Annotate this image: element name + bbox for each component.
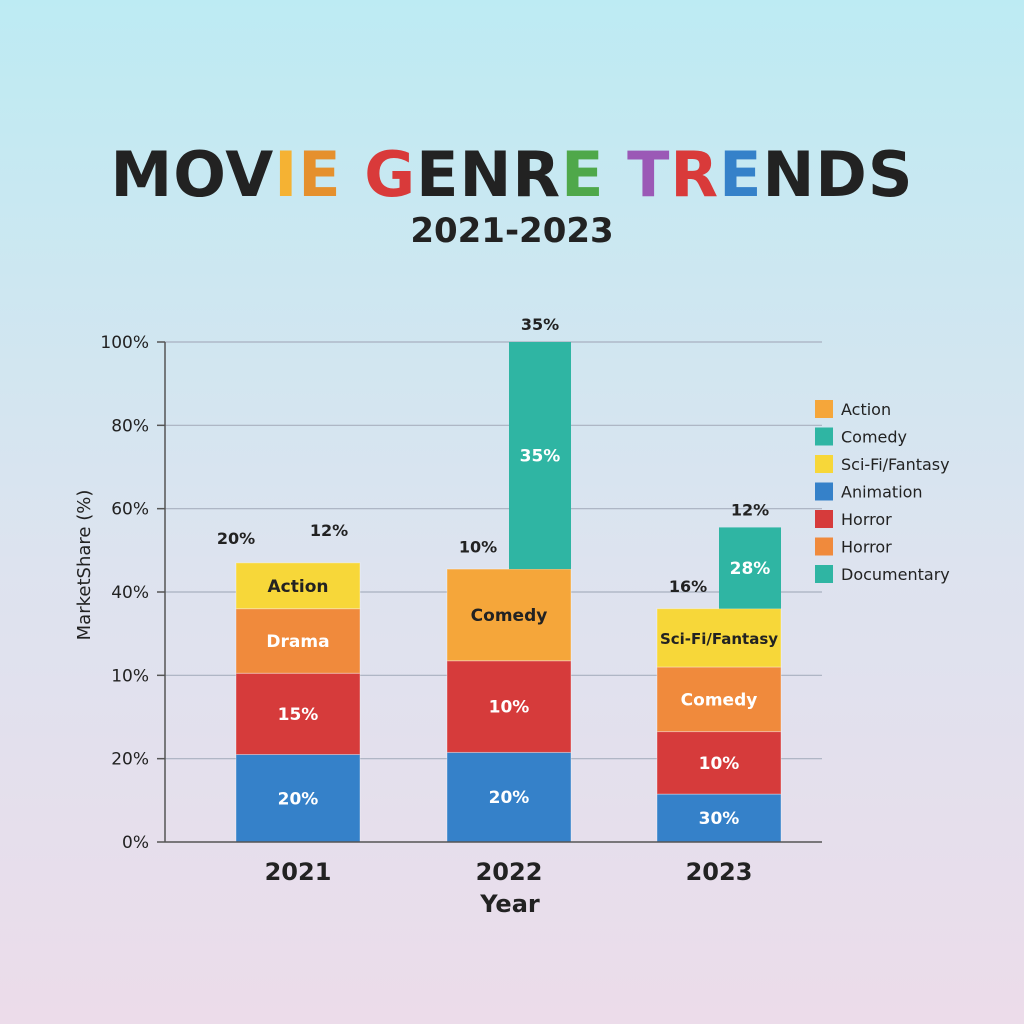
bar-extra-segment-label: 35% — [520, 447, 561, 467]
legend-swatch — [815, 537, 833, 556]
bar-segment-label: Comedy — [471, 606, 548, 626]
bar-top-annotation: 12% — [310, 521, 348, 540]
bar-segment — [656, 608, 782, 668]
bar-segment-label: Sci-Fi/Fantasy — [660, 630, 778, 648]
bar-segment-label: 15% — [278, 705, 319, 725]
legend: Action Comedy Sci-Fi/Fantasy Animation Horro… — [815, 400, 950, 584]
y-axis-ticks: 0% 20% 10% 40% 60% 80% 100% — [100, 333, 165, 853]
x-tick-label: 2021 — [265, 858, 332, 886]
legend-swatch — [815, 482, 833, 501]
x-tick-label: 2023 — [686, 858, 753, 886]
bar-top-annotation: 35% — [521, 315, 559, 334]
y-tick-label: 60% — [111, 500, 149, 520]
bar-segment-label: Drama — [266, 632, 329, 652]
y-axis-label: MarketShare (%) — [74, 490, 95, 641]
legend-label: Action — [841, 400, 891, 419]
bar-segment — [235, 562, 361, 610]
bar-top-annotation: 20% — [217, 529, 255, 548]
y-tick-label: 20% — [111, 750, 149, 770]
bar-segment — [235, 754, 361, 843]
legend-swatch — [815, 565, 833, 583]
bar-top-annotation: 16% — [669, 577, 707, 596]
bar-segment-label: 10% — [489, 698, 530, 718]
bars: 20% 15% Drama Action 20% 12% 20% 10% Comedy 35% 35… — [217, 315, 782, 843]
bar-segment-label: 10% — [699, 754, 740, 774]
bar-stack-2021: 20% 15% Drama Action 20% 12% — [217, 521, 361, 843]
y-tick-label: 10% — [111, 666, 149, 686]
legend-swatch — [815, 455, 833, 473]
chart-title-text: MOVIE GENRE TRENDS — [110, 138, 913, 211]
bar-segment-label: 30% — [699, 809, 740, 829]
y-tick-label: 100% — [100, 333, 149, 353]
legend-label: Comedy — [841, 428, 907, 447]
legend-label: Documentary — [841, 565, 950, 584]
bar-segment — [446, 751, 572, 843]
bar-segment-label: Action — [268, 577, 329, 597]
bar-top-annotation: 10% — [459, 537, 497, 556]
bar-segment — [235, 672, 361, 755]
bar-segment-label: 20% — [278, 789, 319, 809]
x-axis-label: Year — [479, 890, 540, 918]
legend-label: Sci-Fi/Fantasy — [841, 455, 950, 474]
bar-segment — [235, 608, 361, 674]
chart-subtitle: 2021-2023 — [410, 211, 613, 251]
axes — [164, 342, 822, 843]
y-tick-label: 0% — [122, 833, 149, 853]
chart-title: MOVIE GENRE TRENDS — [110, 138, 913, 211]
bar-extra-segment-label: 28% — [730, 559, 771, 579]
bar-stack-2022: 20% 10% Comedy 35% 35% 10% — [446, 315, 572, 843]
legend-swatch — [815, 510, 833, 528]
bar-extra-segment — [509, 342, 571, 570]
x-axis-ticks: 2021 2022 2023 — [265, 858, 753, 886]
y-tick-label: 40% — [111, 583, 149, 603]
x-tick-label: 2022 — [476, 858, 543, 886]
bar-segment — [656, 731, 782, 795]
bar-extra-segment — [719, 527, 781, 609]
legend-swatch — [815, 400, 833, 418]
bar-segment-label: Comedy — [681, 690, 758, 710]
bar-segment-label: 20% — [489, 788, 530, 808]
y-tick-label: 80% — [111, 416, 149, 436]
legend-label: Animation — [841, 483, 923, 502]
bar-segment — [446, 660, 572, 753]
bar-segment — [446, 568, 572, 662]
legend-swatch — [815, 427, 833, 446]
legend-label: Horror — [841, 538, 892, 557]
legend-label: Horror — [841, 510, 892, 529]
bar-segment — [656, 666, 782, 733]
bar-top-annotation: 12% — [731, 500, 769, 519]
bar-stack-2023: 30% 10% Comedy Sci-Fi/Fantasy 28% 12% 16% — [656, 500, 782, 843]
